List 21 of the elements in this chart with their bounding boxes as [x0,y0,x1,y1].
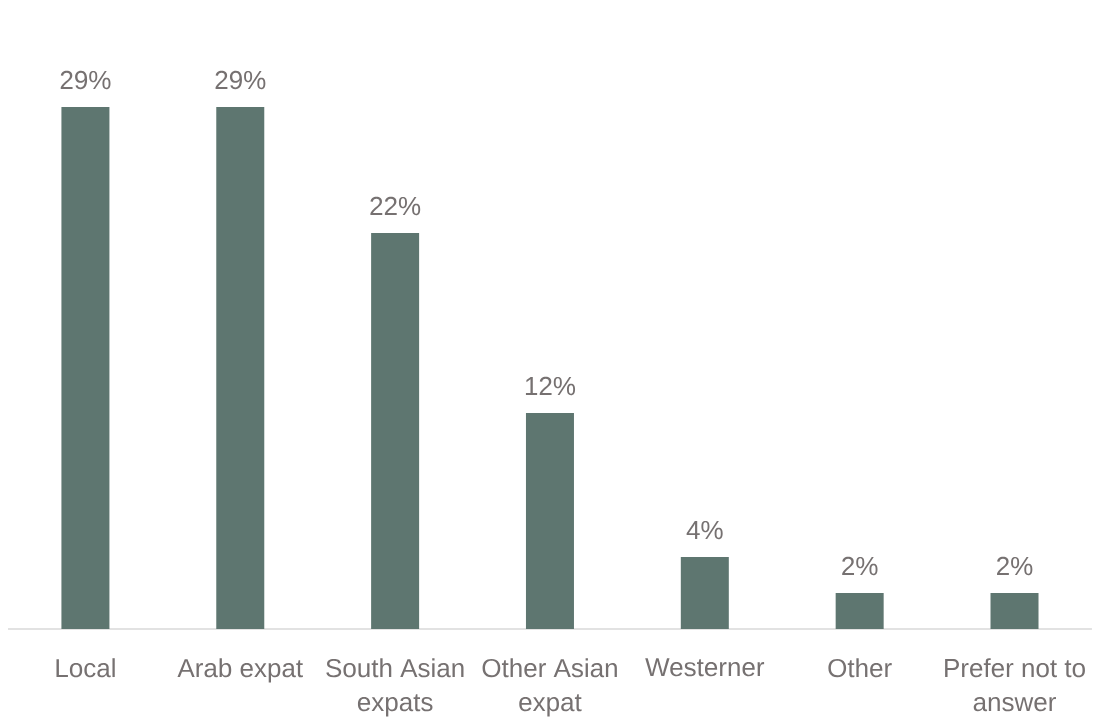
data-label: 4% [686,520,723,540]
x-tick-label: Prefer not to answer [945,658,1085,712]
x-tick-label: Other Asian expat [482,658,617,717]
data-label: 2% [997,556,1033,576]
x-tick-label: South Asian expats [326,658,464,717]
bar [371,232,420,629]
data-label: 12% [525,376,576,396]
data-label: 22% [370,196,421,216]
data-label: 29% [215,70,266,90]
data-label: 29% [60,70,111,90]
data-label: 2% [842,556,878,576]
x-tick-label: Arab expat [177,658,303,683]
bar [216,106,265,629]
bar [990,593,1039,629]
bar [525,412,574,629]
bar [680,557,729,629]
bar [61,106,110,629]
bar [835,593,884,629]
x-tick-label: Westerner [645,658,765,677]
x-tick-label: Other [828,658,892,678]
x-tick-label: Local [56,658,115,678]
